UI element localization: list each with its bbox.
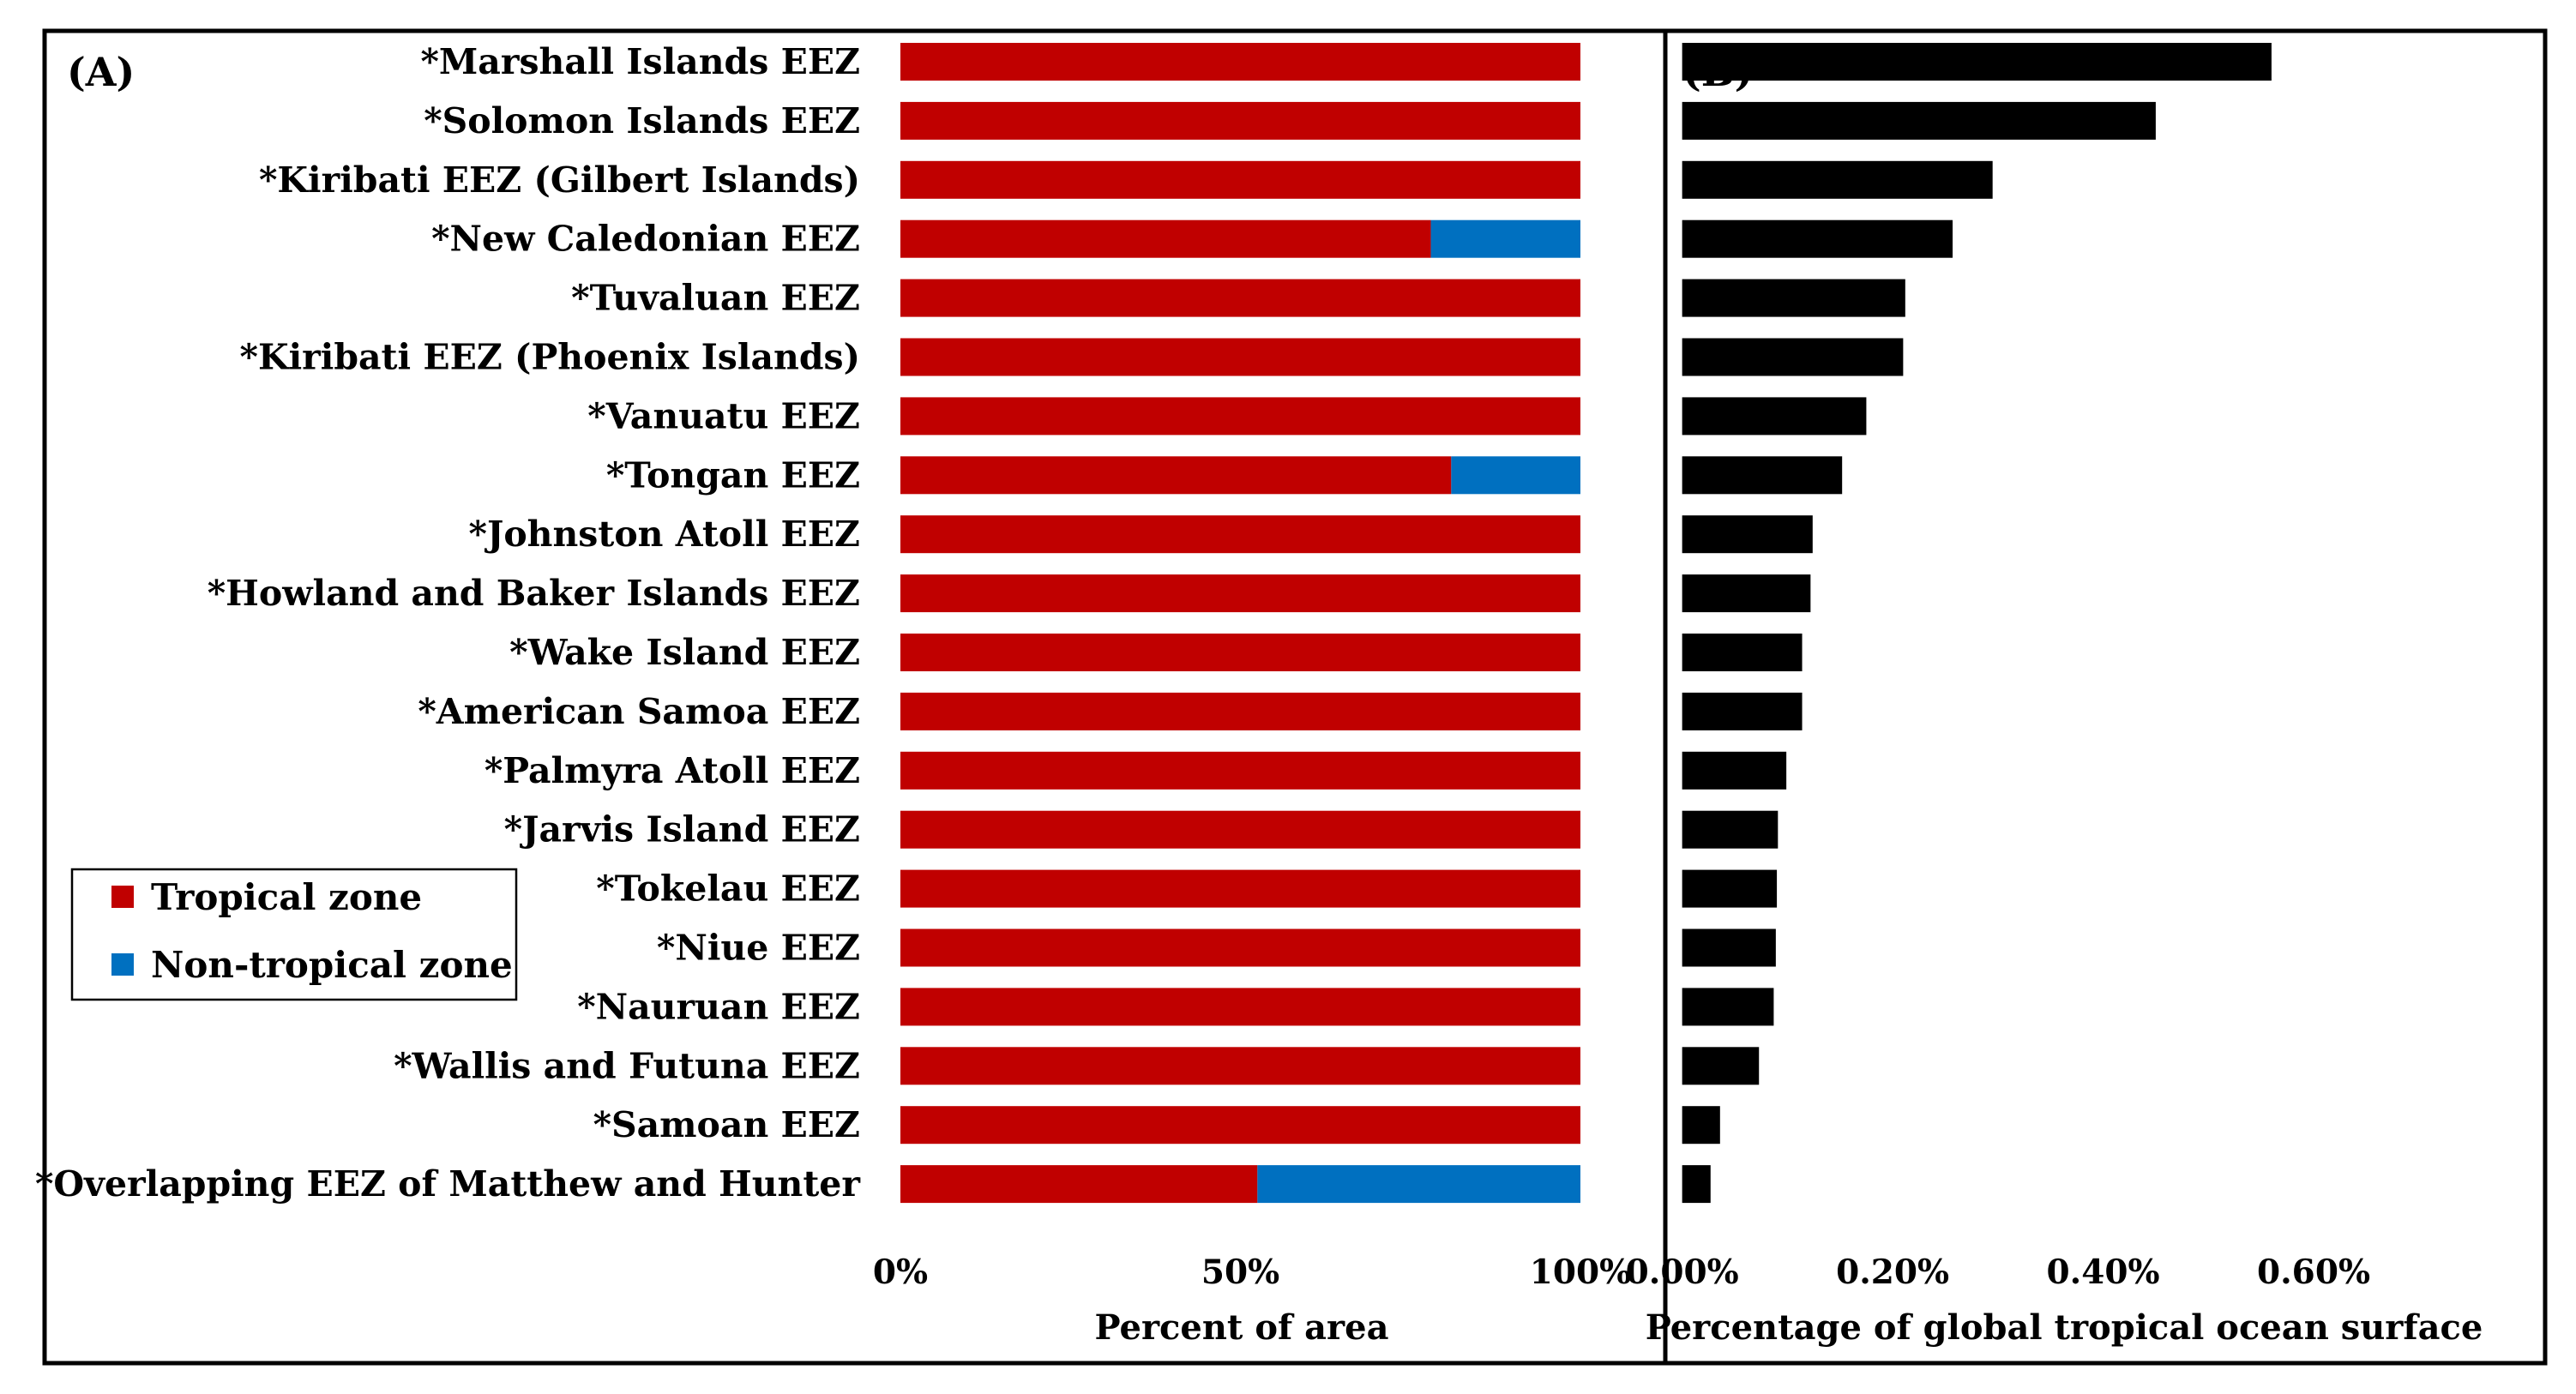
bar-tropical-overlapping-eez-of-matthew-and-hunter <box>900 1165 1258 1204</box>
bar-global-share-solomon-islands-eez <box>1682 101 2156 140</box>
bar-tropical-kiribati-eez-phoenix-islands <box>900 338 1580 376</box>
bar-global-share-american-samoa-eez <box>1682 692 1803 730</box>
category-label-kiribati-eez-phoenix-islands: *Kiribati EEZ (Phoenix Islands) <box>240 337 861 378</box>
legend-label-tropical: Tropical zone <box>151 876 422 918</box>
bar-tropical-johnston-atoll-eez <box>900 515 1580 554</box>
panel-a-x-ticks: 0% 50% 100% <box>873 1253 1631 1292</box>
legend: Tropical zone Non-tropical zone <box>70 868 518 1001</box>
bar-global-share-kiribati-eez-gilbert-islands <box>1682 160 1993 199</box>
panel-a-x-tick-2: 100% <box>1530 1253 1631 1292</box>
bar-global-share-jarvis-island-eez <box>1682 810 1779 849</box>
bar-tropical-palmyra-atoll-eez <box>900 751 1580 790</box>
bar-global-share-new-caledonian-eez <box>1682 219 1953 258</box>
category-label-american-samoa-eez: *American Samoa EEZ <box>418 691 860 732</box>
bar-tropical-niue-eez <box>900 928 1580 967</box>
bar-global-share-vanuatu-eez <box>1682 397 1867 436</box>
panel-a-label: (A) <box>67 49 135 95</box>
panel-a-x-tick-0: 0% <box>873 1253 928 1292</box>
category-label-howland-and-baker-islands-eez: *Howland and Baker Islands EEZ <box>208 573 860 614</box>
category-label-marshall-islands-eez: *Marshall Islands EEZ <box>420 41 860 82</box>
panel-b-x-tick-3: 0.60% <box>2257 1253 2370 1292</box>
bar-tropical-kiribati-eez-gilbert-islands <box>900 160 1580 199</box>
bar-tropical-tokelau-eez <box>900 869 1580 908</box>
bar-global-share-palmyra-atoll-eez <box>1682 751 1787 790</box>
category-label-tokelau-eez: *Tokelau EEZ <box>596 868 860 910</box>
bar-global-share-overlapping-eez-of-matthew-and-hunter <box>1682 1165 1711 1204</box>
panel-a-category-labels: *Marshall Islands EEZ *Solomon Islands EE… <box>35 41 861 1205</box>
bar-global-share-johnston-atoll-eez <box>1682 515 1813 554</box>
category-label-jarvis-island-eez: *Jarvis Island EEZ <box>504 809 860 850</box>
panel-a-x-axis-title: Percent of area <box>1095 1307 1389 1348</box>
legend-swatch-tropical <box>111 886 134 908</box>
bar-global-share-tongan-eez <box>1682 456 1843 495</box>
bar-tropical-solomon-islands-eez <box>900 101 1580 140</box>
bar-global-share-niue-eez <box>1682 928 1776 967</box>
category-label-vanuatu-eez: *Vanuatu EEZ <box>587 395 860 436</box>
bar-global-share-howland-and-baker-islands-eez <box>1682 574 1811 613</box>
panel-b-x-tick-1: 0.20% <box>1836 1253 1949 1292</box>
bar-global-share-wallis-and-futuna-eez <box>1682 1047 1760 1085</box>
category-label-palmyra-atoll-eez: *Palmyra Atoll EEZ <box>485 750 860 791</box>
bar-tropical-tongan-eez <box>900 456 1452 495</box>
bar-tropical-jarvis-island-eez <box>900 810 1580 849</box>
category-label-kiribati-eez-gilbert-islands: *Kiribati EEZ (Gilbert Islands) <box>259 159 860 201</box>
bar-tropical-samoan-eez <box>900 1106 1580 1145</box>
bar-non-tropical-new-caledonian-eez <box>1430 219 1580 258</box>
panel-b-x-tick-0: 0.00% <box>1626 1253 1739 1292</box>
bar-global-share-tuvaluan-eez <box>1682 279 1905 317</box>
bar-tropical-marshall-islands-eez <box>900 43 1580 81</box>
bar-global-share-marshall-islands-eez <box>1682 43 2272 81</box>
bar-non-tropical-tongan-eez <box>1451 456 1580 495</box>
bar-tropical-nauruan-eez <box>900 988 1580 1026</box>
bar-tropical-vanuatu-eez <box>900 397 1580 436</box>
category-label-wake-island-eez: *Wake Island EEZ <box>509 632 860 673</box>
bar-tropical-howland-and-baker-islands-eez <box>900 574 1580 613</box>
bar-tropical-tuvaluan-eez <box>900 279 1580 317</box>
category-label-niue-eez: *Niue EEZ <box>657 928 860 969</box>
panel-b-x-ticks: 0.00% 0.20% 0.40% 0.60% <box>1626 1253 2370 1292</box>
bar-tropical-wallis-and-futuna-eez <box>900 1047 1580 1085</box>
category-label-nauruan-eez: *Nauruan EEZ <box>577 986 860 1027</box>
category-label-solomon-islands-eez: *Solomon Islands EEZ <box>424 100 860 141</box>
category-label-samoan-eez: *Samoan EEZ <box>593 1104 860 1145</box>
legend-box <box>70 868 518 1001</box>
bar-global-share-kiribati-eez-phoenix-islands <box>1682 338 1904 376</box>
bar-tropical-new-caledonian-eez <box>900 219 1431 258</box>
category-label-overlapping-eez-of-matthew-and-hunter: *Overlapping EEZ of Matthew and Hunter <box>35 1163 861 1205</box>
bar-global-share-nauruan-eez <box>1682 988 1774 1026</box>
category-label-wallis-and-futuna-eez: *Wallis and Futuna EEZ <box>394 1045 860 1086</box>
category-label-tongan-eez: *Tongan EEZ <box>606 454 860 496</box>
category-label-tuvaluan-eez: *Tuvaluan EEZ <box>571 278 860 319</box>
panel-a-x-tick-1: 50% <box>1201 1253 1279 1292</box>
panel-a-bars <box>900 43 1580 1204</box>
legend-label-non-tropical: Non-tropical zone <box>151 944 513 986</box>
bar-global-share-samoan-eez <box>1682 1106 1720 1145</box>
bar-tropical-wake-island-eez <box>900 634 1580 671</box>
figure-frame <box>42 28 2548 1366</box>
panel-b-x-axis-title: Percentage of global tropical ocean surf… <box>1646 1307 2483 1348</box>
panel-b-bars <box>1682 43 2272 1204</box>
bar-non-tropical-overlapping-eez-of-matthew-and-hunter <box>1257 1165 1580 1204</box>
category-label-johnston-atoll-eez: *Johnston Atoll EEZ <box>469 514 861 555</box>
bar-tropical-american-samoa-eez <box>900 692 1580 730</box>
category-label-new-caledonian-eez: *New Caledonian EEZ <box>431 219 860 260</box>
bar-global-share-tokelau-eez <box>1682 869 1778 908</box>
legend-swatch-non-tropical <box>111 953 134 976</box>
panel-b-x-tick-2: 0.40% <box>2047 1253 2160 1292</box>
bar-global-share-wake-island-eez <box>1682 634 1803 671</box>
